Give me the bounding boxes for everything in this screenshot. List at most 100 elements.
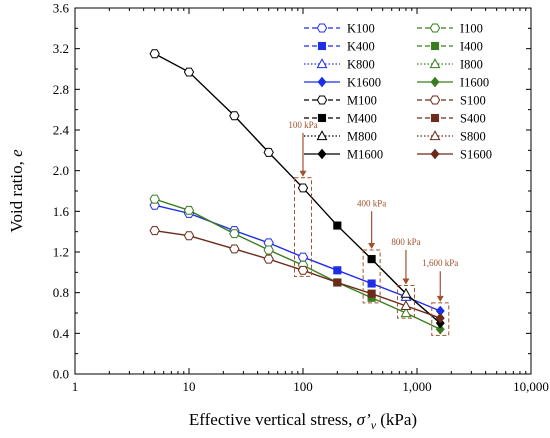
legend-label: K1600: [347, 76, 381, 90]
data-point-K: [333, 266, 342, 275]
data-point-S: [333, 278, 342, 287]
annotation-label: 1,600 kPa: [422, 258, 458, 268]
annotation-label: 400 kPa: [357, 198, 386, 208]
data-point-K: [367, 279, 376, 288]
data-point-M: [263, 147, 274, 157]
x-axis-title-symbol: σ’: [357, 410, 371, 429]
annotation-label: 800 kPa: [391, 237, 420, 247]
y-axis-title-symbol: e: [7, 149, 26, 157]
y-tick-label: 3.6: [53, 1, 70, 16]
y-tick-label: 2.8: [53, 82, 69, 97]
legend-label: I1600: [460, 76, 489, 90]
annotation-box: [294, 177, 312, 277]
y-tick-label: 0.4: [53, 326, 70, 341]
data-point-I: [183, 205, 195, 215]
x-axis-title: Effective vertical stress, σ’v (kPa): [189, 410, 417, 432]
y-tick-label: 2.0: [53, 163, 69, 178]
y-tick-label: 0.0: [53, 367, 69, 382]
x-axis-title-sub: v: [371, 418, 377, 432]
legend-marker: [316, 95, 328, 105]
legend-marker: [430, 113, 440, 123]
plot-frame: [74, 7, 532, 375]
legend-marker: [430, 41, 440, 51]
legend-marker: [429, 58, 441, 69]
data-point-S: [149, 226, 160, 236]
annotation-arrow-head: [436, 295, 444, 302]
legend-marker: [317, 41, 327, 51]
data-point-M: [400, 287, 412, 298]
legend-label: M100: [347, 94, 377, 108]
legend-label: S1600: [460, 148, 492, 162]
y-tick-label: 1.2: [53, 245, 69, 260]
legend-label: S400: [460, 112, 486, 126]
data-point-M: [149, 49, 160, 59]
data-point-S: [367, 289, 376, 298]
annotation-box: [396, 285, 415, 319]
data-point-M: [297, 183, 309, 193]
legend-label: M400: [347, 112, 377, 126]
tick-layer: 0.0 0.4 0.8 1.2 1.6 2.0 2.4 2.8 3.2 3.6 1 10 100 1,00…: [53, 1, 549, 395]
x-tick-label: 100: [293, 379, 313, 394]
legend-label: K100: [347, 22, 375, 36]
legend-marker: [430, 148, 440, 160]
data-point-I: [400, 307, 412, 318]
legend-label: I100: [460, 22, 483, 36]
data-point-M: [183, 67, 195, 77]
data-point-K: [297, 252, 309, 262]
series-line-M: [154, 53, 441, 324]
data-point-S: [183, 231, 195, 241]
data-point-S: [297, 265, 309, 275]
annotation-label: 100 kPa: [288, 120, 317, 130]
legend-marker: [316, 23, 328, 33]
legend: K100 I100 K400 I400 K800 I800 K1600 I1600 M100 S1…: [304, 22, 492, 162]
legend-marker: [430, 76, 440, 88]
curve-layer: [149, 49, 445, 335]
legend-marker: [317, 113, 327, 123]
data-point-I: [263, 245, 274, 255]
legend-label: I400: [460, 40, 483, 54]
annotation-layer: 100 kPa 400 kPa 800 kPa 1,600 kPa: [288, 120, 458, 336]
data-point-S: [263, 254, 274, 264]
annotation-arrow-head: [402, 278, 410, 285]
legend-marker: [316, 58, 328, 69]
data-point-S: [400, 300, 412, 310]
data-point-S: [229, 244, 240, 254]
legend-marker: [429, 95, 441, 105]
x-tick-label: 1,000: [402, 379, 431, 394]
legend-marker: [429, 23, 441, 33]
data-point-M: [333, 221, 342, 230]
data-point-M: [229, 111, 240, 121]
x-tick-label: 10: [183, 379, 196, 394]
y-axis-title-text: Void ratio,: [7, 157, 26, 233]
annotation-arrow-head: [368, 242, 376, 249]
legend-marker: [316, 130, 328, 141]
x-axis-title-unit: (kPa): [376, 410, 417, 429]
legend-label: I800: [460, 58, 483, 72]
legend-label: S800: [460, 130, 486, 144]
legend-label: S100: [460, 94, 486, 108]
x-tick-label: 1: [72, 379, 79, 394]
y-axis-title: Void ratio, e: [7, 149, 26, 233]
data-point-S: [435, 312, 445, 324]
legend-label: K800: [347, 58, 375, 72]
legend-marker: [429, 130, 441, 141]
legend-label: K400: [347, 40, 375, 54]
annotation-box: [431, 302, 450, 336]
legend-marker: [317, 76, 327, 88]
annotation-box: [362, 249, 381, 304]
y-tick-label: 0.8: [53, 285, 69, 300]
data-point-M: [367, 255, 376, 264]
legend-label: M800: [347, 130, 377, 144]
data-point-I: [435, 323, 445, 335]
x-tick-label: 10,000: [513, 379, 549, 394]
x-axis-title-text: Effective vertical stress,: [189, 410, 357, 429]
annotation-arrow-head: [299, 170, 307, 177]
data-point-I: [149, 194, 160, 204]
series-line-K: [154, 204, 441, 312]
y-tick-label: 3.2: [53, 41, 69, 56]
legend-marker: [317, 148, 327, 160]
y-tick-label: 2.4: [53, 123, 70, 138]
data-point-I: [229, 229, 240, 239]
legend-label: M1600: [347, 148, 383, 162]
